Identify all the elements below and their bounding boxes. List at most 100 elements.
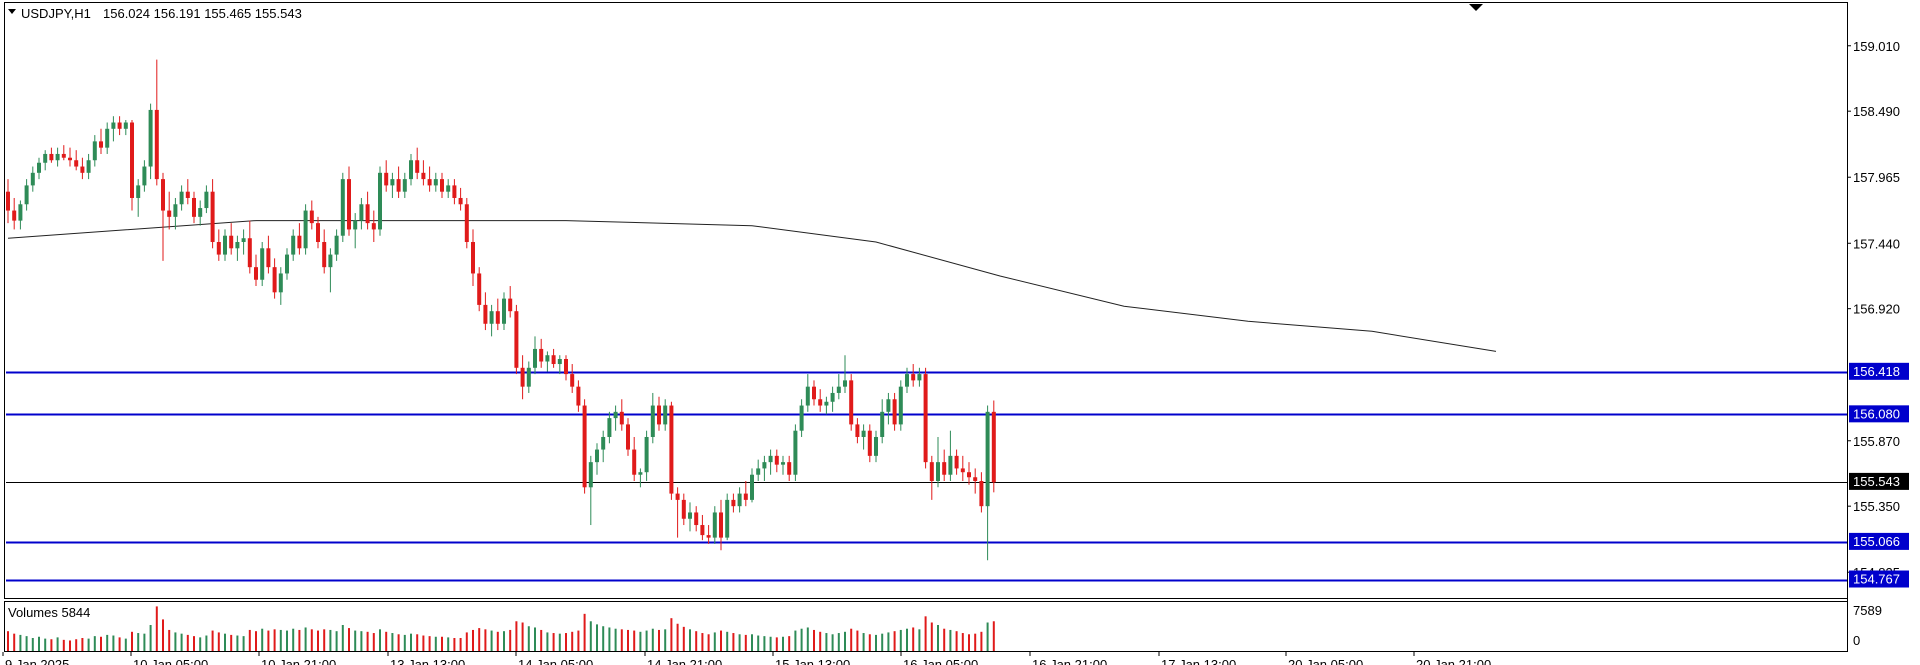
candle <box>390 172 395 198</box>
candle <box>452 179 457 205</box>
candle-body <box>787 462 792 475</box>
collapse-triangle-icon[interactable] <box>8 9 16 14</box>
candle <box>743 481 748 507</box>
x-tick-label: 10 Jan 21:00 <box>261 657 336 665</box>
candle-body <box>613 411 618 419</box>
candle <box>74 150 79 171</box>
candle-body <box>905 374 909 387</box>
candle-body <box>365 204 370 224</box>
candle <box>601 430 606 463</box>
candle <box>316 216 320 249</box>
candle <box>409 153 413 186</box>
candle <box>756 459 761 482</box>
candle <box>347 166 351 236</box>
candle <box>824 396 829 415</box>
candle <box>446 179 451 198</box>
x-tick-label: 15 Jan 13:00 <box>775 657 850 665</box>
candle <box>657 396 661 431</box>
candle-body <box>74 160 79 167</box>
candle-body <box>260 248 265 280</box>
candle-body <box>836 386 841 393</box>
candle <box>204 185 209 214</box>
candle-body <box>818 399 823 406</box>
candle <box>582 399 587 494</box>
candle-body <box>514 311 519 368</box>
candle-body <box>911 374 916 381</box>
candle <box>309 200 314 230</box>
candle <box>917 367 922 387</box>
candle-body <box>508 298 513 312</box>
candle <box>483 292 488 331</box>
candle-body <box>626 424 630 450</box>
candle <box>359 197 364 230</box>
candle <box>650 392 655 444</box>
candle-body <box>495 311 500 324</box>
candle <box>929 455 934 500</box>
candle <box>638 468 643 488</box>
level-tags: 156.418 156.080 155.066 154.767 155.543 <box>1849 362 1909 588</box>
candle-body <box>743 493 748 500</box>
candle-body <box>638 472 643 475</box>
candle-body <box>316 223 320 243</box>
candle <box>136 179 141 217</box>
candle-body <box>229 235 234 249</box>
candle-body <box>384 172 389 186</box>
x-tick-label: 16 Jan 05:00 <box>903 657 978 665</box>
candle-body <box>731 499 736 507</box>
candle-body <box>551 355 556 365</box>
candle <box>799 399 804 437</box>
candle <box>192 191 196 224</box>
candle <box>991 400 996 493</box>
candle-body <box>991 411 996 483</box>
candle <box>836 374 841 400</box>
candle <box>526 361 531 393</box>
candle-body <box>762 462 767 469</box>
candle <box>973 468 978 494</box>
candle <box>495 298 500 331</box>
candle <box>843 355 847 393</box>
candle <box>619 399 624 431</box>
y-tick-label: 159.010 <box>1853 39 1900 54</box>
candle-body <box>92 141 97 161</box>
candle <box>235 235 240 261</box>
candle-body <box>433 179 438 186</box>
candle-body <box>192 197 196 217</box>
candle-body <box>415 160 420 173</box>
candle-body <box>737 493 742 507</box>
candle-body <box>12 210 17 221</box>
candle <box>86 153 91 180</box>
candle <box>719 499 723 551</box>
candle-body <box>582 405 587 488</box>
candle <box>787 455 792 482</box>
candle-body <box>235 242 240 249</box>
candle <box>371 210 376 243</box>
candle-body <box>185 191 190 198</box>
candle-body <box>619 411 624 425</box>
candle-body <box>427 179 432 186</box>
candle <box>570 364 575 393</box>
candle <box>595 443 599 475</box>
candle <box>440 172 444 198</box>
candle <box>458 187 463 211</box>
candle <box>855 418 860 444</box>
candle <box>260 242 265 287</box>
y-tick-label: 157.440 <box>1853 236 1900 251</box>
candle <box>762 455 767 482</box>
candle <box>923 367 928 469</box>
candle-body <box>657 405 661 425</box>
candle <box>241 229 246 255</box>
candle <box>173 197 178 230</box>
candle <box>613 405 618 431</box>
chart-shift-marker-icon[interactable] <box>1469 4 1483 11</box>
y-tick-label: 155.870 <box>1853 434 1900 449</box>
candle-body <box>117 122 122 129</box>
candle-body <box>272 267 277 293</box>
candle-body <box>68 157 72 161</box>
candle <box>607 411 612 444</box>
candle-body <box>43 153 48 163</box>
candle <box>61 145 66 161</box>
candle <box>185 179 190 205</box>
candle-body <box>210 191 215 243</box>
candle-body <box>483 304 488 324</box>
